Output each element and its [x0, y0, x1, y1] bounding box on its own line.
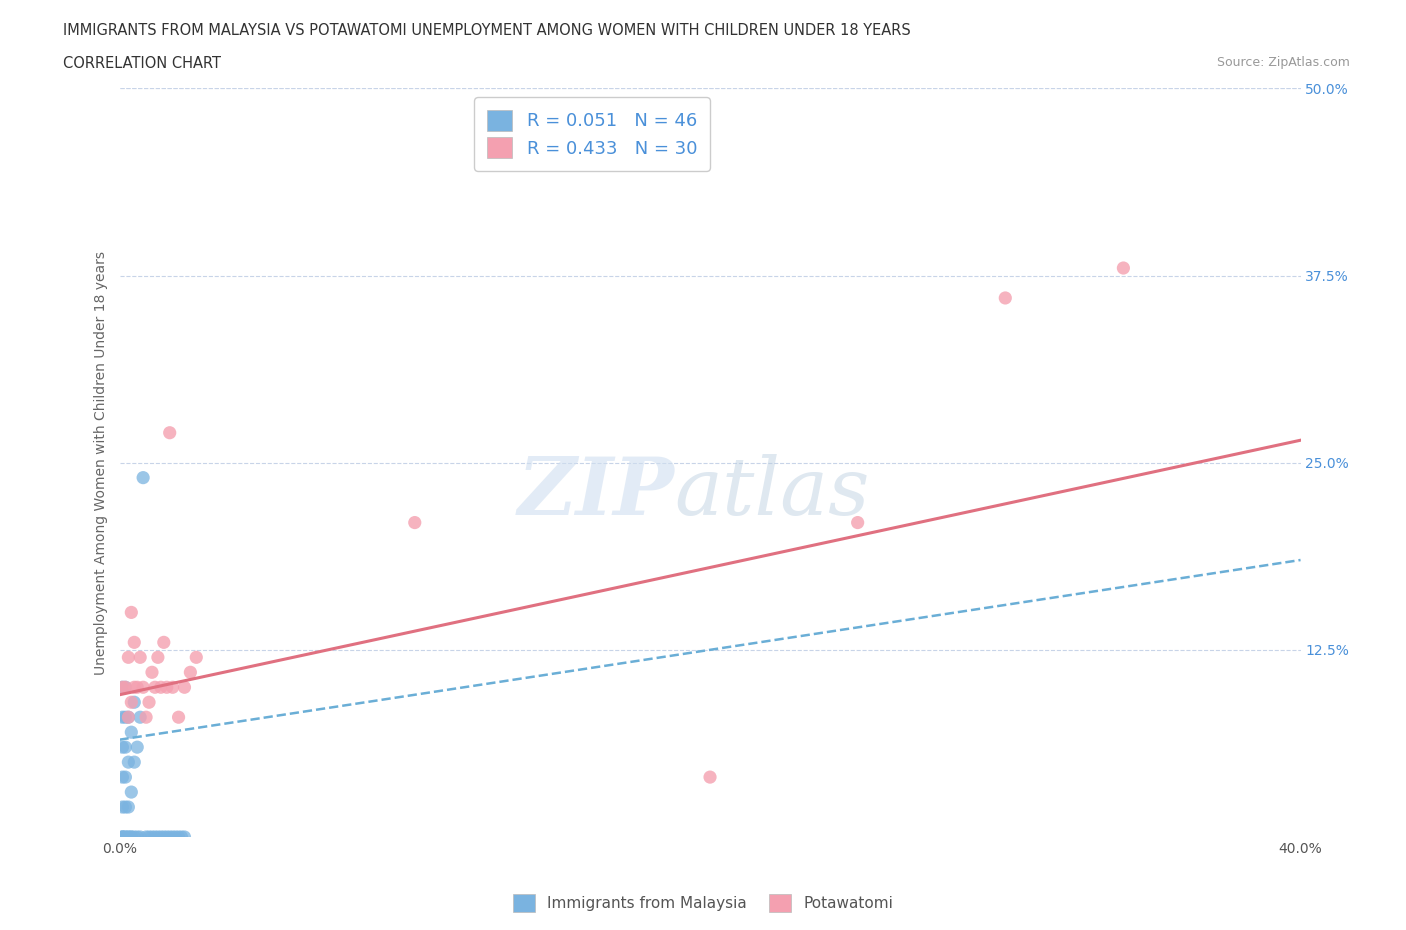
Text: IMMIGRANTS FROM MALAYSIA VS POTAWATOMI UNEMPLOYMENT AMONG WOMEN WITH CHILDREN UN: IMMIGRANTS FROM MALAYSIA VS POTAWATOMI U… — [63, 23, 911, 38]
Point — [162, 680, 184, 695]
Point — [167, 710, 190, 724]
Point — [114, 710, 136, 724]
Point — [117, 830, 139, 844]
Point — [143, 680, 166, 695]
Legend: Immigrants from Malaysia, Potawatomi: Immigrants from Malaysia, Potawatomi — [508, 888, 898, 918]
Point — [111, 680, 134, 695]
Point — [124, 635, 146, 650]
Point — [117, 830, 139, 844]
Point — [114, 830, 136, 844]
Point — [111, 770, 134, 785]
Point — [111, 710, 134, 724]
Point — [846, 515, 869, 530]
Point — [135, 710, 157, 724]
Point — [146, 830, 169, 844]
Point — [117, 710, 139, 724]
Point — [165, 830, 187, 844]
Point — [120, 605, 142, 620]
Point — [129, 830, 152, 844]
Point — [149, 680, 172, 695]
Point — [162, 830, 184, 844]
Point — [135, 830, 157, 844]
Point — [167, 830, 190, 844]
Point — [153, 635, 174, 650]
Point — [117, 650, 139, 665]
Point — [114, 680, 136, 695]
Point — [159, 830, 181, 844]
Point — [186, 650, 208, 665]
Point — [117, 755, 139, 770]
Point — [404, 515, 426, 530]
Point — [124, 830, 146, 844]
Point — [159, 425, 181, 440]
Point — [129, 650, 152, 665]
Point — [120, 695, 142, 710]
Point — [141, 830, 163, 844]
Point — [170, 830, 193, 844]
Point — [127, 680, 149, 695]
Point — [1112, 260, 1135, 275]
Point — [127, 830, 149, 844]
Point — [111, 739, 134, 754]
Point — [179, 665, 201, 680]
Point — [124, 680, 146, 695]
Point — [111, 830, 134, 844]
Point — [114, 830, 136, 844]
Point — [132, 680, 155, 695]
Point — [114, 680, 136, 695]
Point — [120, 830, 142, 844]
Point — [127, 739, 149, 754]
Point — [156, 830, 179, 844]
Point — [124, 755, 146, 770]
Point — [173, 830, 195, 844]
Point — [149, 830, 172, 844]
Legend: R = 0.051   N = 46, R = 0.433   N = 30: R = 0.051 N = 46, R = 0.433 N = 30 — [474, 98, 710, 171]
Point — [156, 680, 179, 695]
Point — [117, 710, 139, 724]
Point — [111, 830, 134, 844]
Point — [141, 665, 163, 680]
Point — [146, 650, 169, 665]
Text: CORRELATION CHART: CORRELATION CHART — [63, 56, 221, 71]
Point — [153, 830, 174, 844]
Point — [111, 830, 134, 844]
Point — [994, 290, 1017, 305]
Point — [114, 800, 136, 815]
Point — [138, 695, 160, 710]
Point — [114, 770, 136, 785]
Point — [114, 739, 136, 754]
Text: atlas: atlas — [675, 454, 870, 531]
Text: ZIP: ZIP — [517, 454, 675, 531]
Point — [138, 830, 160, 844]
Point — [120, 724, 142, 739]
Point — [699, 770, 721, 785]
Point — [120, 830, 142, 844]
Point — [124, 695, 146, 710]
Point — [111, 800, 134, 815]
Point — [143, 830, 166, 844]
Point — [173, 680, 195, 695]
Point — [129, 710, 152, 724]
Text: Source: ZipAtlas.com: Source: ZipAtlas.com — [1216, 56, 1350, 69]
Point — [117, 800, 139, 815]
Point — [120, 785, 142, 800]
Point — [132, 471, 155, 485]
Point — [111, 680, 134, 695]
Y-axis label: Unemployment Among Women with Children Under 18 years: Unemployment Among Women with Children U… — [94, 251, 108, 674]
